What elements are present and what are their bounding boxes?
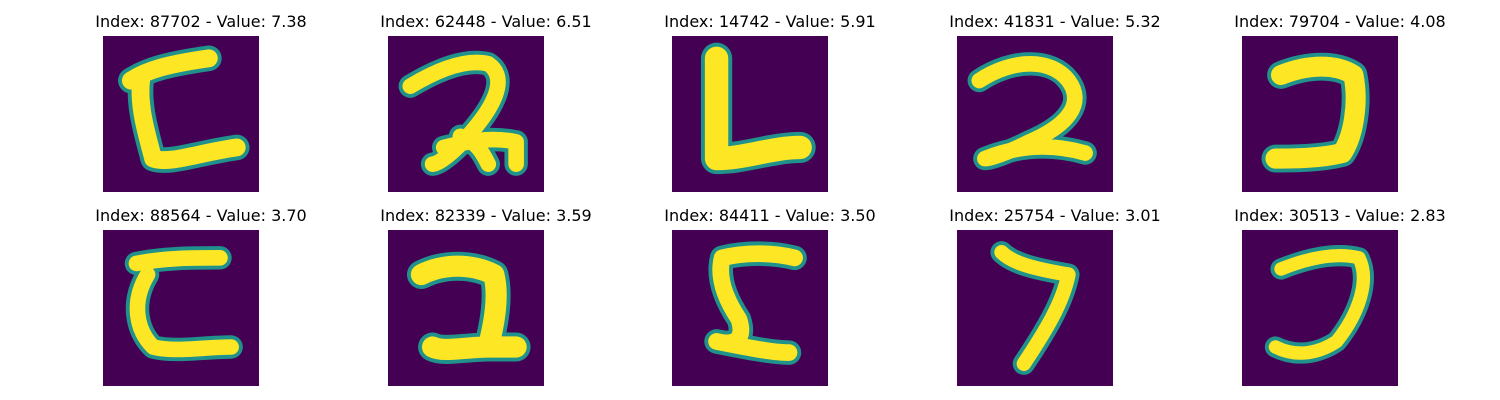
- digit-image: [388, 230, 544, 386]
- digit-image: [103, 230, 259, 386]
- digit-image: [1242, 230, 1398, 386]
- digit-image: [103, 36, 259, 192]
- panel-title: Index: 62448 - Value: 6.51: [380, 12, 592, 31]
- panel-title: Index: 14742 - Value: 5.91: [664, 12, 876, 31]
- panel-title: Index: 87702 - Value: 7.38: [95, 12, 307, 31]
- digit-image: [672, 36, 828, 192]
- panel-title: Index: 30513 - Value: 2.83: [1234, 206, 1446, 225]
- panel-title: Index: 88564 - Value: 3.70: [95, 206, 307, 225]
- digit-image: [1242, 36, 1398, 192]
- digit-image: [388, 36, 544, 192]
- digit-image: [957, 36, 1113, 192]
- panel-title: Index: 25754 - Value: 3.01: [949, 206, 1161, 225]
- panel-title: Index: 79704 - Value: 4.08: [1234, 12, 1446, 31]
- panel-title: Index: 84411 - Value: 3.50: [664, 206, 876, 225]
- panel-title: Index: 82339 - Value: 3.59: [380, 206, 592, 225]
- digit-image: [672, 230, 828, 386]
- digit-image: [957, 230, 1113, 386]
- panel-title: Index: 41831 - Value: 5.32: [949, 12, 1161, 31]
